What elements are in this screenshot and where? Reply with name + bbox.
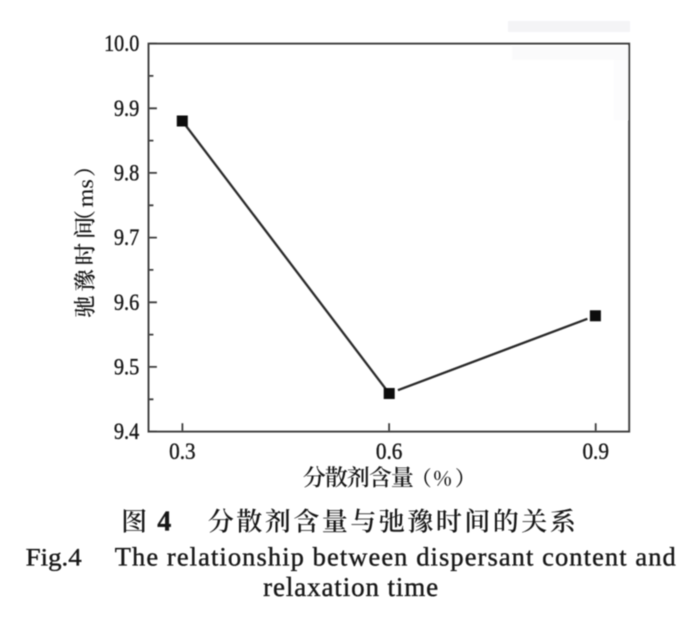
svg-text:9.6: 9.6 — [114, 290, 139, 315]
svg-text:9.7: 9.7 — [114, 225, 139, 250]
svg-text:relaxation time: relaxation time — [263, 572, 438, 602]
svg-text:0.6: 0.6 — [376, 439, 403, 464]
svg-text:9.5: 9.5 — [114, 355, 139, 380]
svg-text:9.9: 9.9 — [114, 96, 139, 121]
svg-text:10.0: 10.0 — [104, 31, 139, 56]
svg-text:The relationship between dispe: The relationship between dispersant cont… — [115, 541, 676, 571]
svg-text:0.3: 0.3 — [169, 439, 196, 464]
svg-text:9.4: 9.4 — [114, 419, 140, 444]
svg-text:Fig.4: Fig.4 — [26, 544, 83, 571]
svg-text:4: 4 — [157, 507, 171, 538]
svg-text:9.8: 9.8 — [114, 161, 139, 186]
svg-text:0.9: 0.9 — [582, 439, 609, 464]
